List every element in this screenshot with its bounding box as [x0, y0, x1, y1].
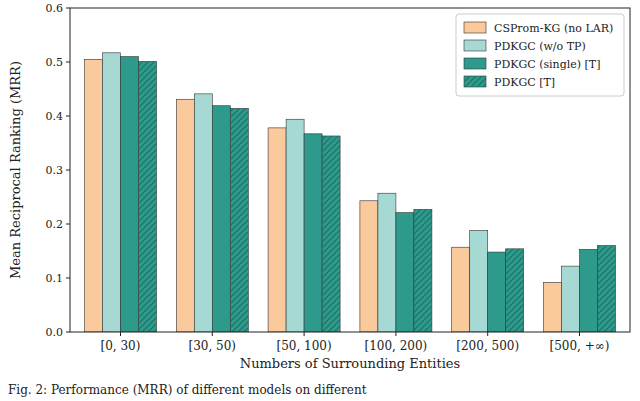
y-tick-label: 0.5 [46, 56, 64, 69]
y-tick [66, 278, 70, 279]
bar [414, 209, 432, 332]
bar-hatch [230, 108, 248, 332]
bar [488, 252, 506, 332]
bar [176, 99, 194, 332]
bar [580, 249, 598, 332]
y-tick-label: 0.0 [46, 326, 64, 339]
y-tick-label: 0.1 [46, 272, 64, 285]
bar [396, 213, 414, 332]
caption: Fig. 2: Performance (MRR) of different m… [8, 383, 367, 397]
y-tick [66, 116, 70, 117]
legend-swatch [464, 58, 486, 69]
legend-box [456, 14, 624, 96]
bar [322, 136, 340, 332]
bar-hatch [414, 209, 432, 332]
x-tick [120, 332, 121, 336]
x-tick [212, 332, 213, 336]
x-tick-label: [100, 200) [364, 339, 427, 353]
bar [230, 108, 248, 332]
legend-label: PDKGC (w/o TP) [494, 40, 586, 53]
bar [378, 193, 396, 332]
bar [598, 246, 616, 332]
y-tick [66, 170, 70, 171]
bar [452, 247, 470, 332]
bar [102, 53, 120, 332]
bar [120, 57, 138, 332]
bar [268, 128, 286, 332]
bar [360, 201, 378, 332]
plot-frame [70, 8, 630, 332]
bar [84, 59, 102, 332]
bar-hatch [598, 246, 616, 332]
y-tick-label: 0.4 [46, 110, 64, 123]
legend-swatch-hatch [464, 76, 486, 87]
y-tick [66, 224, 70, 225]
bar [212, 106, 230, 332]
bar-hatch [138, 61, 156, 332]
bar [562, 266, 580, 332]
legend: CSProm-KG (no LAR) PDKGC (w/o TP) PDKGC (s… [456, 14, 624, 96]
y-tick-label: 0.2 [46, 218, 64, 231]
x-axis-label: Numbers of Surrounding Entities [240, 356, 460, 371]
y-tick [66, 8, 70, 9]
bar [304, 134, 322, 332]
legend-swatch [464, 40, 486, 51]
chart: 0.0 0.1 0.2 0.3 0.4 0.5 0.6 [0, 30) [30, 50) [50,… [0, 0, 640, 401]
y-tick-label: 0.6 [46, 2, 64, 15]
bar-hatch [506, 249, 524, 332]
x-tick-label: [500, +∞) [550, 339, 610, 353]
y-tick [66, 332, 70, 333]
x-tick-label: [30, 50) [189, 339, 237, 353]
x-tick [487, 332, 488, 336]
legend-label: CSProm-KG (no LAR) [494, 22, 613, 35]
legend-swatch [464, 22, 486, 33]
y-tick-label: 0.3 [46, 164, 64, 177]
bar [286, 119, 304, 332]
bar [544, 282, 562, 332]
bar [506, 249, 524, 332]
y-tick [66, 62, 70, 63]
x-tick-label: [200, 500) [456, 339, 519, 353]
bar [470, 230, 488, 332]
x-tick-label: [50, 100) [277, 339, 332, 353]
legend-swatch [464, 76, 486, 87]
bar [194, 94, 212, 332]
legend-label: PDKGC (single) [T] [494, 58, 600, 71]
x-tick [304, 332, 305, 336]
bar-hatch [322, 136, 340, 332]
bar [138, 61, 156, 332]
legend-label: PDKGC [T] [494, 76, 555, 89]
x-tick [395, 332, 396, 336]
x-tick-label: [0, 30) [101, 339, 141, 353]
y-axis-label: Mean Reciprocal Ranking (MRR) [8, 61, 23, 279]
x-tick [579, 332, 580, 336]
